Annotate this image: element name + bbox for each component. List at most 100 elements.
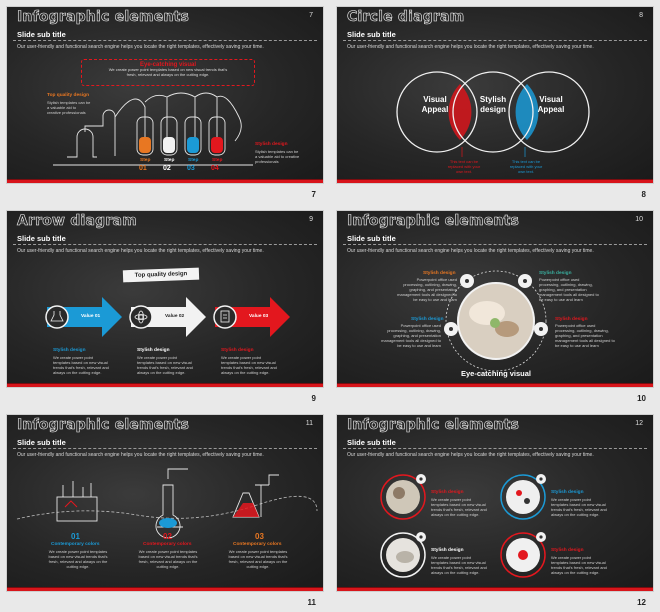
- slide-description: Our user-friendly and functional search …: [17, 44, 264, 50]
- footer-red-bar: [7, 588, 323, 591]
- thumbnail-page-number: 10: [637, 394, 646, 403]
- slide-thumbnail-7[interactable]: Infographic elements 7 Slide sub title O…: [6, 6, 324, 184]
- slide-thumbnail-10[interactable]: Infographic elements 10 Slide sub title …: [336, 210, 654, 388]
- arrow-label: Value 01: [81, 314, 101, 319]
- dashed-divider: [343, 448, 647, 449]
- item-heading: Stylish design: [551, 548, 584, 553]
- arrow-label: Value 03: [249, 314, 269, 319]
- item-heading: Stylish design: [137, 348, 170, 353]
- blue-note: This text can be replaced with your own …: [509, 159, 543, 174]
- column-number: 03: [255, 532, 264, 541]
- lab-glassware-illustration: [53, 92, 253, 166]
- slide-thumbnail-cell: Arrow diagram 9 Slide sub title Our user…: [0, 204, 330, 408]
- slide-description: Our user-friendly and functional search …: [347, 44, 594, 50]
- footer-red-bar: [337, 588, 653, 591]
- slide-number: 7: [309, 12, 313, 19]
- footer-bar-shadow: [337, 587, 653, 588]
- block-text: Powerpoint office used processing, outli…: [397, 277, 457, 302]
- item-text: We create power point templates based on…: [431, 497, 487, 517]
- thumbnail-page-number: 9: [311, 394, 316, 403]
- column-heading: Contemporary colors: [143, 542, 192, 547]
- column-text: We create power point templates based on…: [48, 549, 108, 569]
- footer-red-bar: [7, 384, 323, 387]
- lab-sketch-illustration: [16, 468, 318, 539]
- item-text: We create power point templates based on…: [137, 355, 193, 375]
- item-text: We create power point templates based on…: [551, 497, 607, 517]
- slide-subtitle: Slide sub title: [17, 30, 66, 39]
- slide-thumbnail-11[interactable]: Infographic elements 11 Slide sub title …: [6, 414, 324, 592]
- footer-red-bar: [7, 180, 323, 183]
- slide-subtitle: Slide sub title: [347, 30, 396, 39]
- eye-catching-title: Eye-catching visual: [139, 62, 197, 68]
- slide-subtitle: Slide sub title: [17, 438, 66, 447]
- dashed-divider: [13, 40, 317, 41]
- slide-title: Arrow diagram: [17, 213, 137, 230]
- footer-bar-shadow: [337, 179, 653, 180]
- slide-number: 11: [305, 420, 313, 427]
- item-text: We create power point templates based on…: [551, 555, 607, 575]
- footer-red-bar: [337, 180, 653, 183]
- item-heading: Stylish design: [431, 548, 464, 553]
- eye-catching-text: We create power point templates based on…: [108, 67, 228, 77]
- block-heading: Stylish design: [539, 271, 572, 276]
- slide-title: Circle diagram: [347, 9, 465, 26]
- photo-circles: [380, 474, 546, 578]
- step-number: 01: [139, 165, 147, 172]
- item-heading: Stylish design: [221, 348, 254, 353]
- slide-thumbnail-9[interactable]: Arrow diagram 9 Slide sub title Our user…: [6, 210, 324, 388]
- arrow-shapes: [45, 297, 290, 337]
- block-heading: Stylish design: [423, 271, 456, 276]
- step-label: Step: [164, 158, 175, 163]
- slide-thumbnail-cell: Infographic elements 7 Slide sub title O…: [0, 0, 330, 204]
- step-label: Step: [212, 158, 223, 163]
- center-caption: Eye-catching visual: [460, 369, 532, 378]
- arrow-label: Value 02: [165, 314, 185, 319]
- slide-title: Infographic elements: [347, 213, 520, 230]
- block-heading: Stylish design: [555, 317, 588, 322]
- thumbnail-page-number: 12: [637, 598, 646, 607]
- column-text: We create power point templates based on…: [228, 549, 288, 569]
- slide-number: 12: [635, 420, 643, 427]
- step-number: 02: [163, 165, 171, 172]
- footer-red-bar: [337, 384, 653, 387]
- slide-subtitle: Slide sub title: [347, 234, 396, 243]
- slide-description: Our user-friendly and functional search …: [17, 452, 264, 458]
- thumbnail-page-number: 8: [641, 190, 646, 199]
- stylish-design-text: Stylish templates can be a valuable aid …: [255, 149, 300, 164]
- right-circle-label: Visual Appeal: [537, 95, 565, 114]
- item-heading: Stylish design: [551, 490, 584, 495]
- red-note: This text can be replaced with your own …: [447, 159, 481, 174]
- eye-catching-box: Eye-catching visual We create power poin…: [81, 59, 255, 86]
- item-text: We create power point templates based on…: [53, 355, 109, 375]
- left-circle-label: Visual Appeal: [421, 95, 449, 114]
- step-number: 04: [211, 165, 219, 172]
- thumbnail-page-number: 11: [307, 598, 316, 607]
- block-heading: Stylish design: [411, 317, 444, 322]
- block-text: Powerpoint office used processing, outli…: [539, 277, 599, 302]
- dashed-divider: [13, 244, 317, 245]
- column-heading: Contemporary colors: [233, 542, 282, 547]
- top-quality-text: Stylish templates can be a valuable aid …: [47, 100, 91, 115]
- column-heading: Contemporary colors: [51, 542, 100, 547]
- column-text: We create power point templates based on…: [138, 549, 198, 569]
- slide-description: Our user-friendly and functional search …: [347, 452, 594, 458]
- column-number: 02: [163, 532, 172, 541]
- slide-description: Our user-friendly and functional search …: [17, 248, 264, 254]
- slide-thumbnail-8[interactable]: Circle diagram 8 Slide sub title Our use…: [336, 6, 654, 184]
- block-text: Powerpoint office used processing, outli…: [555, 323, 615, 348]
- slide-number: 10: [635, 216, 643, 223]
- thumbnail-page-number: 7: [311, 190, 316, 199]
- venn-circles-illustration: [396, 71, 590, 157]
- item-heading: Stylish design: [53, 348, 86, 353]
- slide-number: 8: [639, 12, 643, 19]
- center-circle-label: Stylish design: [479, 95, 507, 114]
- slide-thumbnail-cell: Circle diagram 8 Slide sub title Our use…: [330, 0, 660, 204]
- stylish-design-heading: Stylish design: [255, 142, 288, 147]
- slide-thumbnail-12[interactable]: Infographic elements 12 Slide sub title …: [336, 414, 654, 592]
- slide-thumbnail-cell: Infographic elements 10 Slide sub title …: [330, 204, 660, 408]
- slide-subtitle: Slide sub title: [347, 438, 396, 447]
- slide-number: 9: [309, 216, 313, 223]
- top-quality-heading: Top quality design: [47, 93, 90, 98]
- slide-thumbnail-cell: Infographic elements 11 Slide sub title …: [0, 408, 330, 612]
- item-text: We create power point templates based on…: [221, 355, 277, 375]
